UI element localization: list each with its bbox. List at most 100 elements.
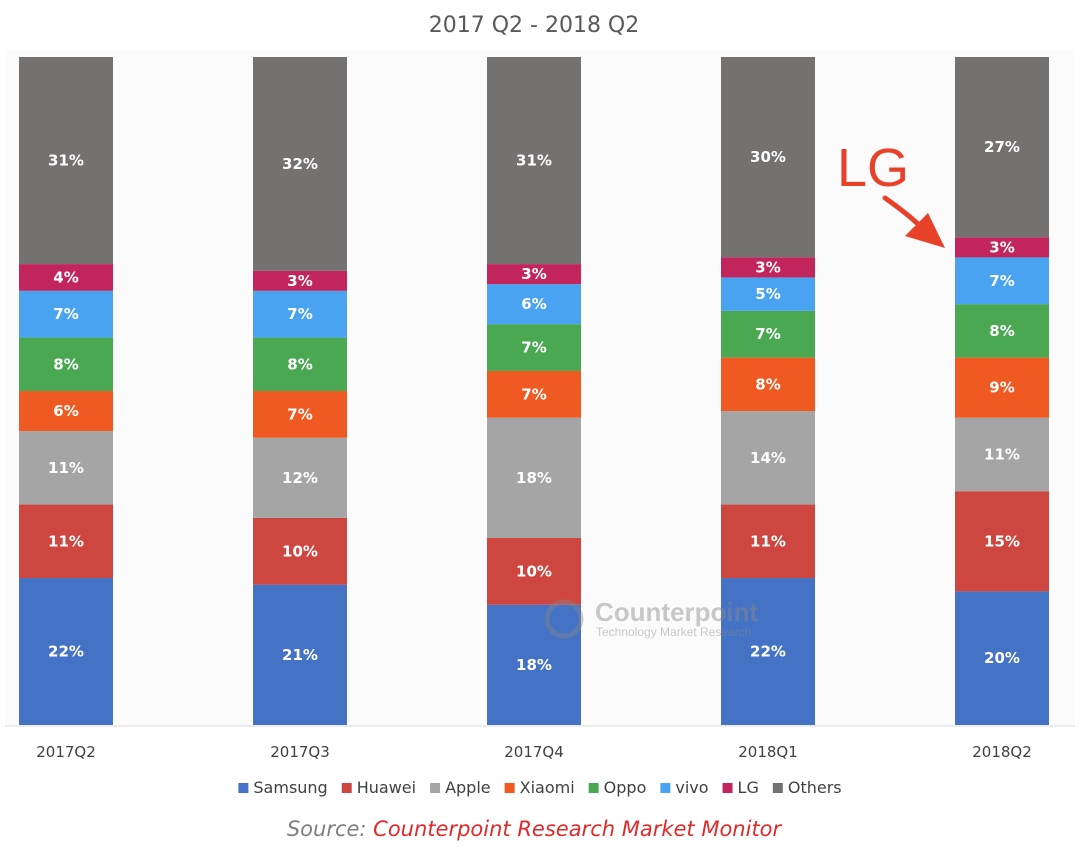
bar-lg-2017q4 — [487, 264, 581, 285]
bar-samsung-2017q4 — [487, 604, 581, 725]
data-label-oppo-2017q2: 8% — [53, 355, 78, 373]
bar-huawei-2018q2 — [955, 491, 1049, 592]
legend-swatch-xiaomi — [504, 783, 515, 793]
legend: Samsung Huawei Apple Xiaomi Oppo vivo LG Others — [238, 778, 842, 797]
legend-label-apple: Apple — [445, 778, 491, 797]
bar-lg-2018q2 — [955, 237, 1049, 258]
legend-item-others: Others — [772, 778, 842, 797]
data-label-samsung-2017q2: 22% — [48, 643, 84, 661]
bar-xiaomi-2017q3 — [253, 391, 347, 438]
legend-item-vivo: vivo — [660, 778, 709, 797]
bar-vivo-2017q4 — [487, 284, 581, 325]
legend-item-oppo: Oppo — [588, 778, 646, 797]
counterpoint-watermark: Counterpoint Technology Market Research — [544, 597, 759, 639]
bar-oppo-2017q4 — [487, 324, 581, 371]
bar-samsung-2017q3 — [253, 584, 347, 725]
legend-label-huawei: Huawei — [357, 778, 416, 797]
data-label-huawei-2018q2: 15% — [984, 532, 1020, 550]
bar-apple-2017q4 — [487, 417, 581, 538]
bar-xiaomi-2017q2 — [19, 391, 113, 432]
data-label-xiaomi-2017q4: 7% — [521, 385, 546, 403]
bar-vivo-2018q1 — [721, 277, 815, 311]
data-label-oppo-2018q2: 8% — [989, 322, 1014, 340]
bar-oppo-2017q2 — [19, 337, 113, 391]
x-tick-2017q3: 2017Q3 — [270, 743, 330, 761]
legend-item-samsung: Samsung — [238, 778, 328, 797]
watermark-brand: Counterpoint — [595, 597, 759, 627]
lg-callout-label: LG — [837, 138, 909, 198]
bar-samsung-2018q1 — [721, 578, 815, 725]
lg-callout: LG — [837, 138, 945, 248]
bar-apple-2018q2 — [955, 417, 1049, 492]
data-label-xiaomi-2017q3: 7% — [287, 405, 312, 423]
data-label-lg-2017q4: 3% — [521, 265, 546, 283]
data-label-huawei-2017q3: 10% — [282, 542, 318, 560]
data-label-vivo-2018q2: 7% — [989, 272, 1014, 290]
bar-others-2017q4 — [487, 57, 581, 265]
data-label-others-2018q1: 30% — [750, 148, 786, 166]
bar-huawei-2018q1 — [721, 504, 815, 579]
data-label-vivo-2018q1: 5% — [755, 285, 780, 303]
bar-huawei-2017q4 — [487, 537, 581, 605]
data-label-others-2018q2: 27% — [984, 138, 1020, 156]
bar-xiaomi-2018q2 — [955, 357, 1049, 418]
bar-others-2017q2 — [19, 57, 113, 265]
source-prefix: Source: — [287, 817, 373, 841]
data-label-lg-2017q3: 3% — [287, 272, 312, 290]
bar-huawei-2017q3 — [253, 517, 347, 585]
data-label-samsung-2017q4: 18% — [516, 656, 552, 674]
legend-label-vivo: vivo — [675, 778, 708, 797]
data-label-others-2017q3: 32% — [282, 155, 318, 173]
legend-label-lg: LG — [738, 778, 759, 797]
watermark-logo-icon — [544, 599, 584, 639]
data-label-oppo-2017q4: 7% — [521, 339, 546, 357]
legend-swatch-lg — [722, 783, 733, 793]
legend-label-xiaomi: Xiaomi — [520, 778, 575, 797]
source-line: Source: Counterpoint Research Market Mon… — [287, 817, 783, 841]
x-axis-labels: 2017Q2 2017Q3 2017Q4 2018Q1 2018Q2 — [36, 743, 1032, 761]
data-label-huawei-2018q1: 11% — [750, 532, 786, 550]
data-label-vivo-2017q4: 6% — [521, 295, 546, 313]
legend-label-samsung: Samsung — [253, 778, 327, 797]
data-label-huawei-2017q4: 10% — [516, 562, 552, 580]
x-tick-2018q2: 2018Q2 — [972, 743, 1032, 761]
legend-item-huawei: Huawei — [341, 778, 416, 797]
legend-swatch-vivo — [660, 783, 671, 793]
data-label-apple-2017q3: 12% — [282, 469, 318, 487]
data-label-huawei-2017q2: 11% — [48, 532, 84, 550]
bar-others-2018q2 — [955, 57, 1049, 238]
data-label-samsung-2018q2: 20% — [984, 649, 1020, 667]
data-label-lg-2018q2: 3% — [989, 238, 1014, 256]
bar-vivo-2017q2 — [19, 290, 113, 338]
bar-oppo-2018q2 — [955, 304, 1049, 358]
lg-callout-arrowhead — [905, 213, 945, 248]
data-label-vivo-2017q2: 7% — [53, 305, 78, 323]
data-label-apple-2018q1: 14% — [750, 449, 786, 467]
data-label-oppo-2017q3: 8% — [287, 355, 312, 373]
legend-swatch-others — [772, 783, 783, 793]
data-label-oppo-2018q1: 7% — [755, 325, 780, 343]
bar-oppo-2018q1 — [721, 310, 815, 358]
bar-samsung-2017q2 — [19, 578, 113, 725]
bar-lg-2017q3 — [253, 270, 347, 291]
chart-title: 2017 Q2 - 2018 Q2 — [429, 13, 640, 38]
bar-apple-2017q3 — [253, 437, 347, 518]
legend-swatch-samsung — [238, 783, 249, 793]
data-label-vivo-2017q3: 7% — [287, 305, 312, 323]
legend-swatch-huawei — [341, 783, 352, 793]
bar-vivo-2018q2 — [955, 257, 1049, 305]
bar-vivo-2017q3 — [253, 290, 347, 338]
bar-oppo-2017q3 — [253, 337, 347, 391]
legend-item-xiaomi: Xiaomi — [504, 778, 575, 797]
legend-label-others: Others — [788, 778, 842, 797]
bars-layer: 22% 11% 11% 6% 8% 7% 4% 31% 21% 10% 12% 7% 8% 7% 3% 32%… — [19, 57, 1049, 725]
bar-lg-2018q1 — [721, 257, 815, 278]
legend-swatch-oppo — [588, 783, 599, 793]
bar-lg-2017q2 — [19, 264, 113, 291]
data-label-apple-2017q2: 11% — [48, 459, 84, 477]
data-label-samsung-2018q1: 22% — [750, 643, 786, 661]
data-label-apple-2017q4: 18% — [516, 469, 552, 487]
source-name: Counterpoint Research Market Monitor — [373, 817, 782, 841]
x-tick-2017q4: 2017Q4 — [504, 743, 564, 761]
